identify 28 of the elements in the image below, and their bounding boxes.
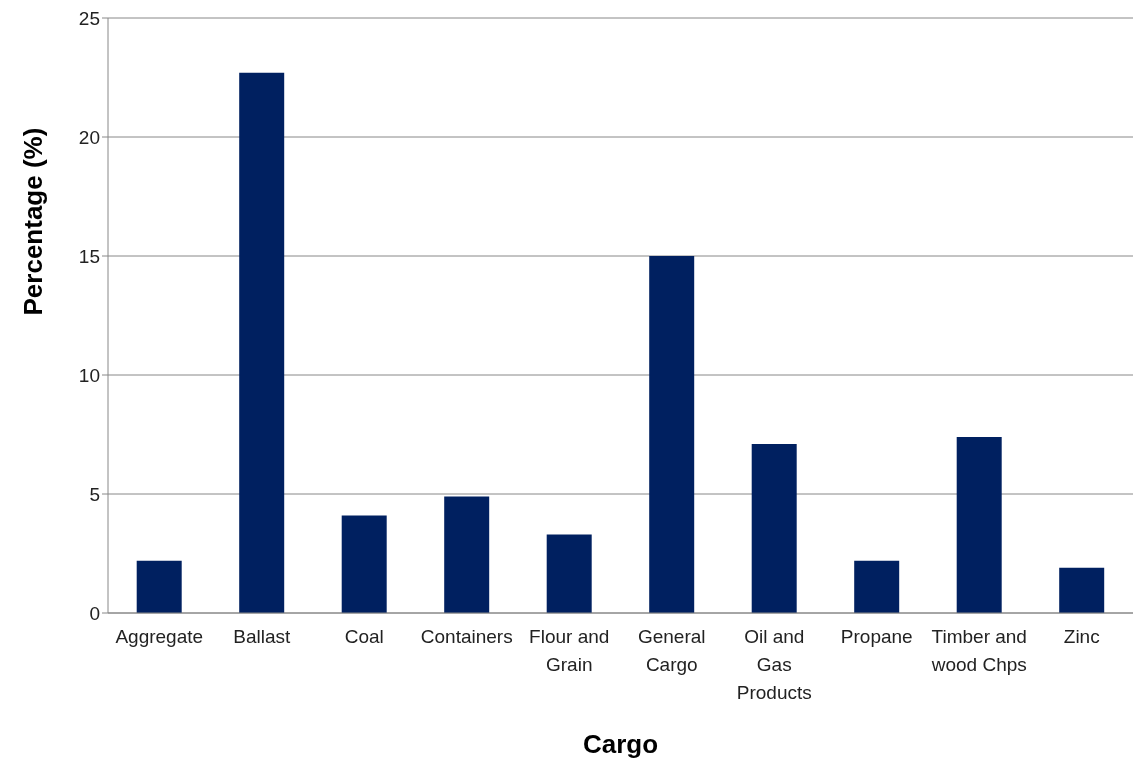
y-tick-label: 0	[89, 602, 100, 624]
y-tick-label: 20	[78, 126, 100, 148]
bar	[546, 534, 592, 613]
bar	[751, 444, 797, 613]
x-tick-label: Flour and Grain	[529, 626, 610, 675]
bar	[239, 72, 285, 613]
x-tick-label: Timber and wood Chps	[930, 626, 1027, 675]
x-tick-label: Zinc	[1063, 626, 1100, 647]
x-tick-label: General Cargo	[637, 626, 706, 675]
bar	[956, 436, 1002, 613]
x-tick-label: Containers	[420, 626, 513, 647]
bar	[136, 560, 182, 613]
y-axis-title: Percentage (%)	[18, 127, 49, 316]
y-tick-label: 25	[78, 7, 100, 29]
x-tick-label: Coal	[344, 626, 384, 647]
y-tick-label: 10	[78, 364, 100, 386]
x-tick-label: Aggregate	[115, 626, 204, 647]
bar	[444, 496, 490, 613]
x-tick-label: Propane	[840, 626, 913, 647]
bar	[649, 256, 695, 613]
x-tick-label: Ballast	[233, 626, 291, 647]
y-tick-label: 15	[78, 245, 100, 267]
x-tick-label: Oil and Gas Products	[736, 626, 812, 703]
y-tick-label: 5	[89, 483, 100, 505]
bar	[854, 560, 900, 613]
x-axis-title: Cargo	[582, 729, 659, 759]
bar	[341, 515, 387, 613]
bar	[1059, 567, 1105, 613]
